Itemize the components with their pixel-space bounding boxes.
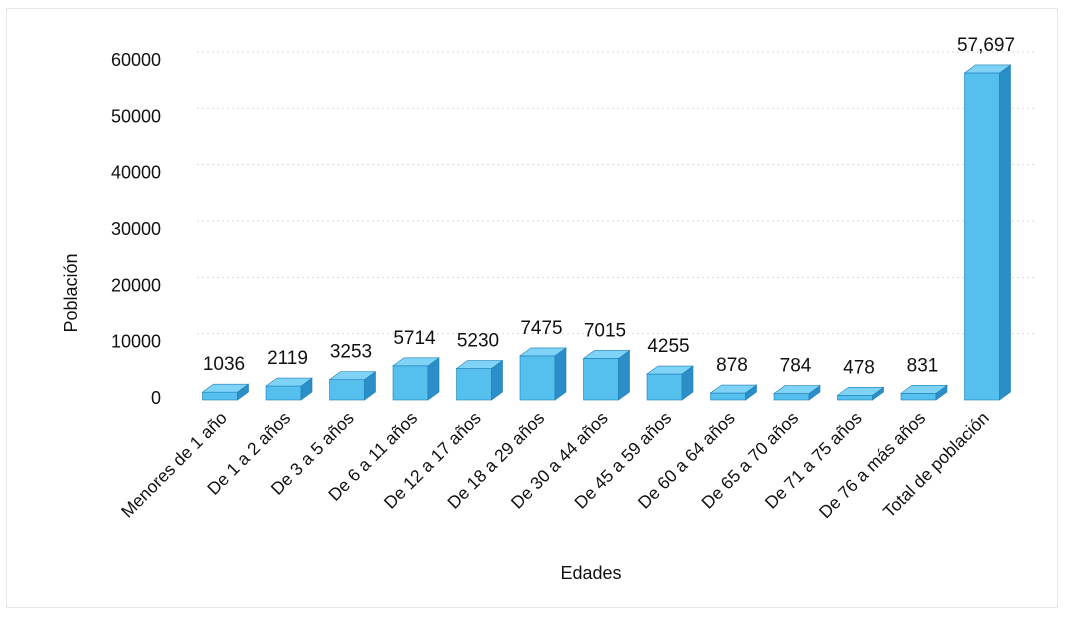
x-axis-title: Edades: [560, 563, 621, 583]
y-tick-label: 50000: [111, 106, 161, 126]
x-tick-label: De 76 a más años: [815, 408, 930, 523]
bar-side: [618, 349, 630, 401]
bar: [709, 384, 758, 401]
bar: [392, 357, 440, 401]
bar-top: [773, 385, 821, 394]
bar-front: [773, 393, 810, 401]
x-tick-label: Total de población: [879, 408, 993, 522]
y-tick-label: 10000: [111, 332, 161, 352]
bar-front: [519, 355, 556, 401]
bar-front: [646, 373, 683, 401]
bar-top: [201, 383, 250, 393]
bar-chart: 0 10000 20000 30000 40000 50000 60000 1036 2119…: [61, 35, 1037, 583]
bar-top: [392, 357, 440, 367]
data-label: 57,697: [957, 35, 1015, 56]
bar-top: [265, 377, 313, 387]
y-tick-label: 40000: [111, 163, 161, 183]
bar: [900, 384, 948, 401]
data-label: 5230: [457, 331, 499, 352]
data-label: 478: [843, 357, 875, 378]
data-label: 5714: [393, 328, 436, 349]
bar-front: [583, 358, 619, 401]
data-label: 3253: [330, 342, 372, 363]
bar-front: [265, 385, 302, 401]
bar: [455, 359, 504, 401]
bar: [519, 347, 567, 401]
bar: [582, 349, 631, 401]
x-tick-label: Menores de 1 año: [117, 408, 231, 522]
bar-top: [709, 384, 758, 394]
bar-top: [963, 64, 1012, 74]
bar-side: [999, 64, 1011, 401]
data-label: 7475: [520, 318, 562, 339]
data-label: 2119: [267, 348, 308, 369]
y-axis-title: Población: [61, 253, 81, 332]
bar-front: [202, 391, 238, 401]
y-axis-ticks: 0 10000 20000 30000 40000 50000 60000: [111, 50, 161, 408]
bar-front: [392, 365, 429, 401]
gridlines: [197, 51, 1037, 335]
data-label: 878: [716, 355, 748, 376]
bar-top: [900, 385, 948, 394]
bar: [265, 377, 313, 401]
bar-top: [836, 387, 885, 396]
bar-front: [964, 72, 1000, 401]
data-label: 1036: [203, 354, 245, 375]
y-tick-label: 30000: [111, 219, 161, 239]
bar-front: [329, 379, 365, 401]
bar-front: [900, 393, 937, 401]
bar-side: [554, 347, 567, 401]
bar: [836, 386, 885, 401]
data-labels: 1036 2119 3253 5714 5230 7475 7015 4255 878 784 47…: [203, 35, 1015, 378]
bars: [201, 64, 1012, 401]
bar: [773, 384, 821, 401]
bar: [201, 383, 250, 401]
y-tick-label: 20000: [111, 275, 161, 295]
bar-top: [519, 347, 567, 357]
data-label: 7015: [584, 320, 626, 341]
bar: [963, 64, 1012, 401]
bar-front: [710, 392, 746, 401]
bar-front: [456, 368, 492, 401]
data-label: 4255: [647, 336, 689, 357]
data-label: 831: [907, 355, 939, 376]
bar-top: [455, 360, 504, 369]
bar-top: [646, 365, 694, 375]
y-tick-label: 60000: [111, 50, 161, 70]
bar: [646, 365, 694, 401]
y-tick-label: 0: [151, 388, 161, 408]
chart-frame: 0 10000 20000 30000 40000 50000 60000 1036 2119…: [6, 8, 1058, 608]
bar-front: [837, 395, 873, 401]
bar-top: [328, 371, 377, 380]
data-label: 784: [780, 356, 812, 377]
bar: [328, 371, 377, 401]
bar-top: [582, 350, 631, 359]
